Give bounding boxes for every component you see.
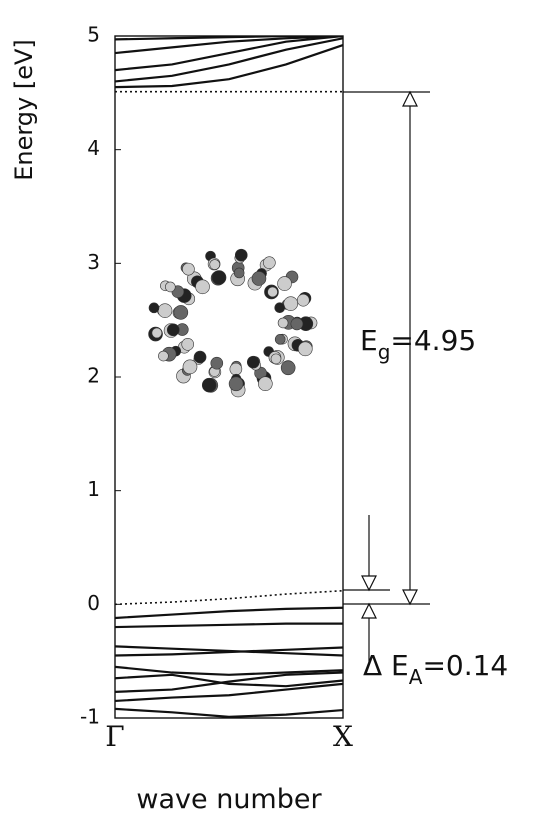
y-tick-label: -1 — [80, 705, 100, 729]
band-line — [115, 671, 343, 693]
annotation-rest: =0.14 — [422, 649, 508, 682]
molecule-atom — [277, 317, 289, 329]
molecule-atom — [297, 341, 313, 357]
molecule-atom — [258, 376, 273, 392]
molecule-atom — [165, 281, 176, 293]
annotation-rest: =4.95 — [390, 324, 476, 357]
band-line — [115, 707, 343, 718]
band-line — [115, 646, 343, 657]
molecule-atom — [233, 267, 245, 279]
band-line — [115, 589, 343, 606]
molecule-atom — [274, 334, 286, 345]
band-line — [115, 37, 343, 83]
molecule-atom — [270, 353, 282, 365]
annotation-sub: g — [378, 340, 391, 364]
plot-frame — [114, 35, 344, 719]
gap-arrows — [343, 90, 430, 665]
molecule-atom — [182, 262, 195, 276]
molecule-atom — [277, 276, 292, 291]
molecule-atom — [210, 356, 224, 370]
x-axis-label: wave number — [136, 784, 322, 815]
molecule-atom — [173, 305, 189, 320]
molecule-atom — [158, 350, 169, 362]
arrow-head — [402, 589, 418, 606]
molecule-atom — [229, 362, 243, 376]
y-tick-label: 2 — [87, 364, 100, 388]
y-tick-label: 1 — [87, 477, 100, 501]
molecule-atom — [195, 279, 210, 295]
molecule-atom — [193, 350, 207, 364]
y-tick-label: 0 — [87, 591, 100, 615]
molecule-atom — [228, 376, 244, 392]
molecule-atom — [201, 377, 217, 393]
arrow-head — [402, 90, 418, 107]
gap-annotation: Eg=4.95 — [360, 324, 476, 364]
molecule-atom — [166, 323, 180, 337]
molecule-atom — [274, 302, 286, 314]
molecule-atom — [283, 296, 299, 311]
molecule-atom — [148, 302, 160, 314]
x-tick-label: Γ — [105, 720, 124, 753]
molecule-atom — [267, 286, 278, 298]
molecule-atom — [290, 317, 304, 331]
molecule-atom — [251, 271, 267, 286]
annotation-sub: A — [409, 665, 423, 689]
band-line — [115, 44, 343, 89]
molecule-atom — [280, 360, 296, 376]
molecule-atom — [157, 303, 173, 318]
band-line — [115, 645, 343, 657]
molecule-atom — [234, 248, 248, 262]
molecule-atom — [151, 327, 163, 339]
molecule-atom — [181, 337, 195, 351]
x-tick-label: X — [333, 720, 353, 753]
molecule-atom — [182, 359, 198, 375]
y-tick-label: 3 — [87, 250, 100, 274]
arrow-head — [361, 575, 377, 592]
molecule-atom — [209, 259, 221, 270]
molecule-atom — [296, 293, 310, 307]
molecule-atom — [211, 270, 227, 285]
y-axis-label: Energy [eV] — [10, 39, 38, 181]
molecule-illustration — [148, 248, 318, 398]
band-line — [115, 36, 343, 41]
annotation-main: E — [360, 324, 378, 357]
band-line — [115, 682, 343, 703]
y-tick-label: 4 — [87, 136, 100, 160]
band-line — [115, 665, 343, 676]
molecule-atom — [246, 355, 260, 369]
band-line — [115, 606, 343, 620]
band-line — [115, 36, 343, 55]
molecule-atom — [263, 256, 276, 269]
band-line — [115, 622, 343, 629]
band-line — [115, 36, 343, 72]
bands — [115, 36, 343, 718]
band-line — [115, 673, 343, 688]
shift-annotation: Δ EA=0.14 — [363, 649, 508, 689]
y-tick-label: 5 — [87, 23, 100, 47]
annotation-main: Δ E — [363, 649, 409, 682]
arrow-head — [361, 602, 377, 619]
